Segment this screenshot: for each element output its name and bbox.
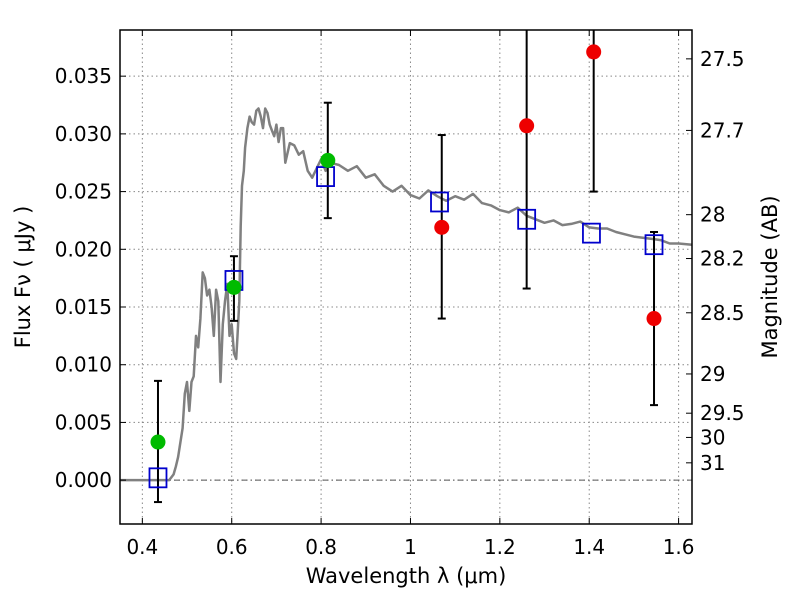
right-tick-label: 27.5 bbox=[700, 47, 745, 71]
observed-photometry bbox=[150, 44, 662, 450]
y-tick-label: 0.005 bbox=[55, 410, 112, 434]
x-axis-label: Wavelength λ (μm) bbox=[306, 564, 507, 588]
model-square-marker bbox=[582, 222, 601, 244]
data-point bbox=[586, 44, 602, 60]
spectrum-line bbox=[120, 107, 693, 482]
model-photometry bbox=[148, 166, 664, 489]
error-bars bbox=[153, 30, 659, 504]
right-axis-label: Magnitude (AB) bbox=[758, 195, 782, 358]
data-point bbox=[646, 311, 662, 327]
grid bbox=[120, 30, 692, 524]
x-tick-label: 1.2 bbox=[484, 535, 516, 559]
right-tick-label: 29 bbox=[700, 362, 725, 386]
right-tick-label: 27.7 bbox=[700, 118, 745, 142]
x-tick-label: 1 bbox=[404, 535, 417, 559]
model-spectrum bbox=[120, 107, 693, 482]
y-tick-label: 0.035 bbox=[55, 64, 112, 88]
model-square-marker bbox=[644, 234, 664, 256]
right-tick-label: 28.5 bbox=[700, 301, 745, 325]
right-tick-label: 30 bbox=[700, 425, 725, 449]
y-tick-label: 0.015 bbox=[55, 295, 112, 319]
right-tick-label: 28.2 bbox=[700, 247, 745, 271]
y-tick-label: 0.025 bbox=[55, 180, 112, 204]
x-tick-label: 0.8 bbox=[305, 535, 337, 559]
data-point bbox=[150, 434, 166, 450]
data-point bbox=[434, 219, 450, 235]
x-tick-label: 0.6 bbox=[216, 535, 248, 559]
y-tick-label: 0.020 bbox=[55, 237, 112, 261]
y-tick-label: 0.010 bbox=[55, 353, 112, 377]
model-square-marker bbox=[430, 191, 449, 213]
right-tick-label: 28 bbox=[700, 203, 725, 227]
right-tick-label: 29.5 bbox=[700, 401, 745, 425]
y-tick-label: 0.000 bbox=[55, 468, 112, 492]
y-ticks: 0.000 0.005 0.010 0.015 0.020 0.025 0.030 0.035 bbox=[55, 64, 126, 492]
x-tick-label: 1.6 bbox=[663, 535, 695, 559]
x-tick-label: 1.4 bbox=[573, 535, 605, 559]
model-square-marker bbox=[148, 467, 168, 489]
plot-frame bbox=[119, 29, 693, 525]
y-tick-label: 0.030 bbox=[55, 122, 112, 146]
x-tick-label: 0.4 bbox=[126, 535, 158, 559]
x-ticks: 0.4 0.6 0.8 1 1.2 1.4 1.6 bbox=[126, 30, 695, 559]
data-point bbox=[519, 118, 535, 134]
right-tick-label: 31 bbox=[700, 451, 725, 475]
data-point bbox=[320, 152, 336, 168]
data-point bbox=[226, 279, 242, 295]
model-square-marker bbox=[517, 208, 537, 230]
y-axis-label: Flux Fν ( μJy ) bbox=[11, 206, 35, 349]
